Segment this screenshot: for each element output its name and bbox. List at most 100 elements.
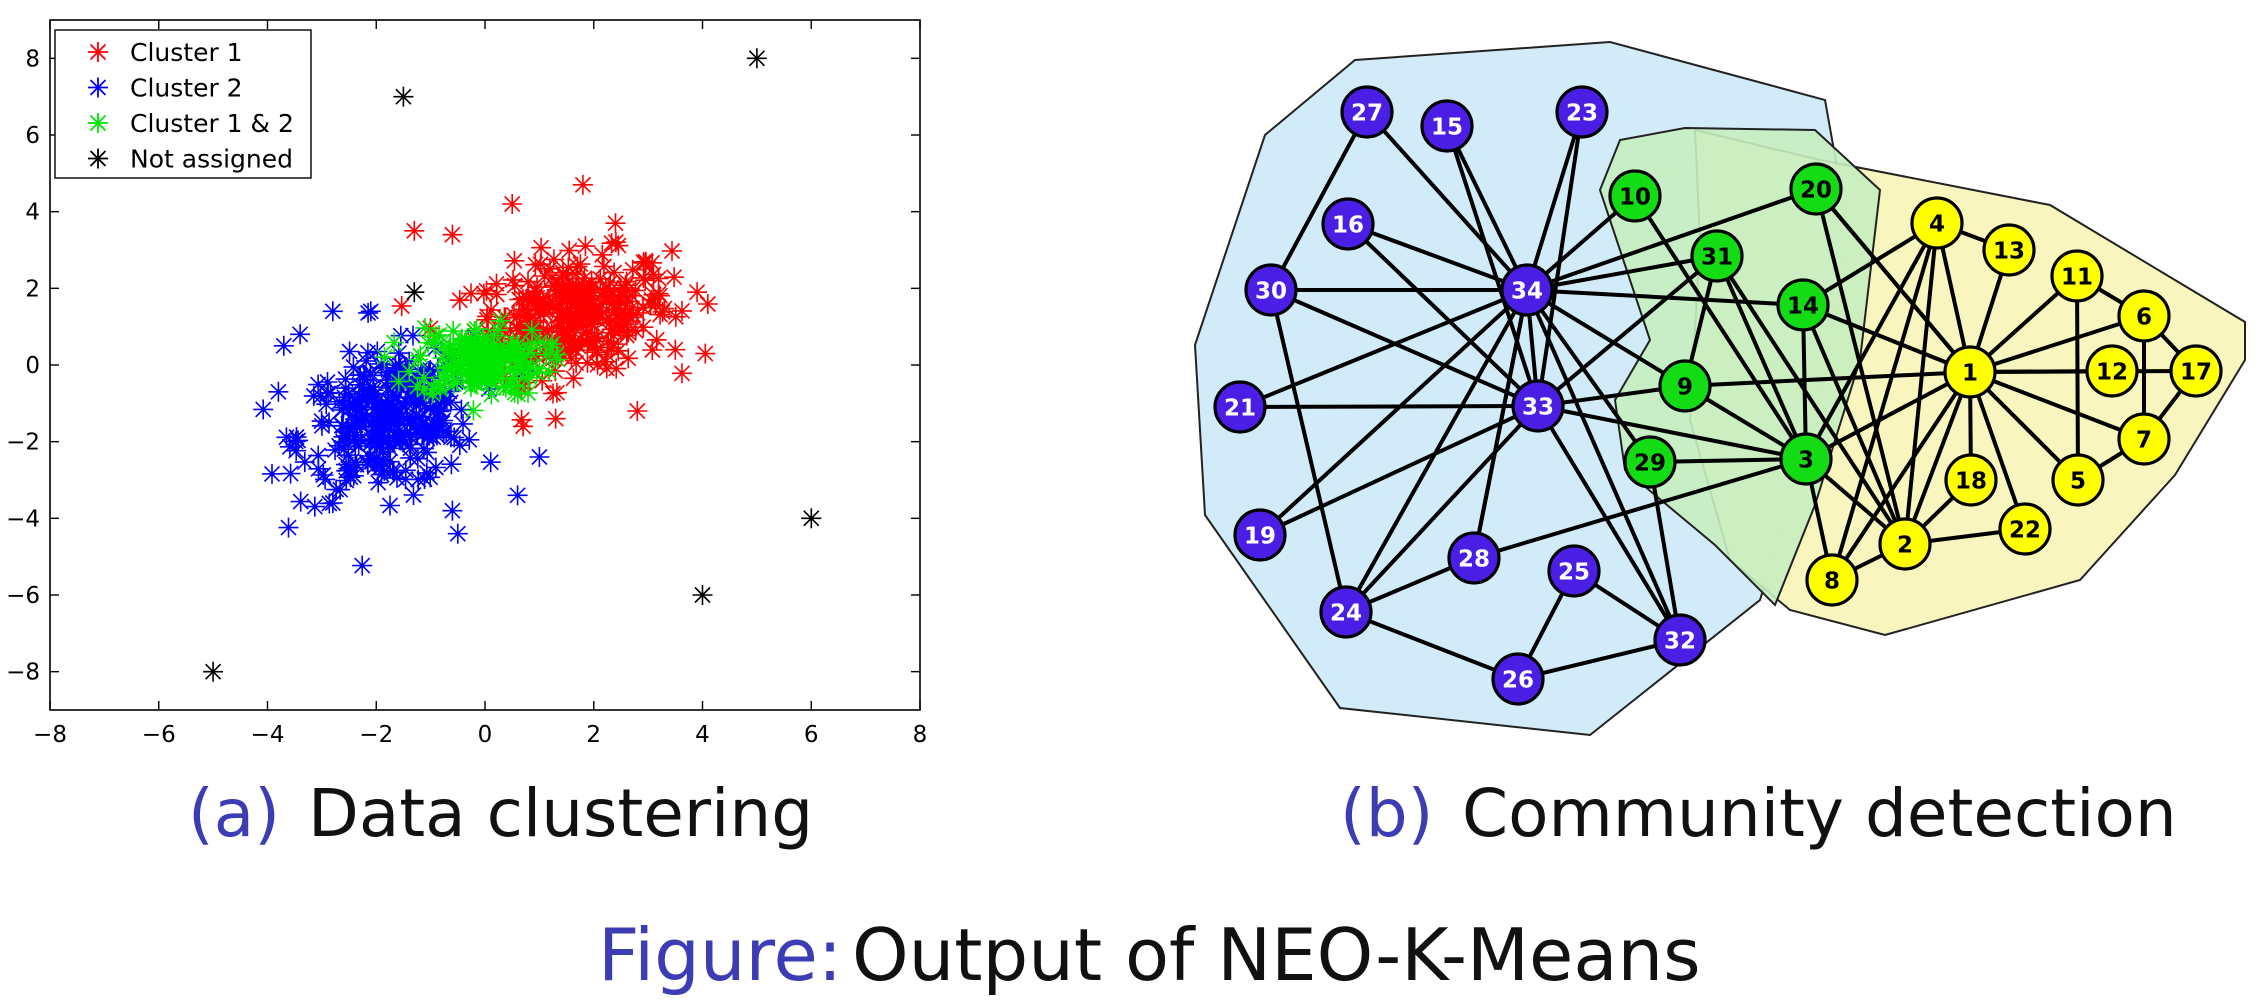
panel-a-caption: Data clustering xyxy=(308,775,813,852)
data-point xyxy=(321,300,344,323)
data-point xyxy=(452,413,474,435)
node-30: 30 xyxy=(1244,263,1298,317)
node-circle xyxy=(1340,85,1394,139)
data-point xyxy=(328,390,351,413)
node-label: 16 xyxy=(1332,213,1364,239)
edge-4-2 xyxy=(1903,222,1939,545)
node-31: 31 xyxy=(1690,229,1744,283)
data-point xyxy=(379,494,401,517)
node-10: 10 xyxy=(1608,169,1662,223)
node-label: 4 xyxy=(1929,212,1945,238)
data-point xyxy=(267,380,290,403)
data-point xyxy=(664,338,687,361)
data-point xyxy=(332,396,355,419)
data-point xyxy=(261,463,283,485)
edge-33-23 xyxy=(1536,111,1584,407)
node-circle xyxy=(1420,99,1474,153)
node-15: 15 xyxy=(1420,99,1474,153)
node-19: 19 xyxy=(1233,508,1287,562)
node-circle xyxy=(1555,85,1609,139)
legend-marker xyxy=(87,41,109,63)
edge-33-16 xyxy=(1346,222,1540,408)
data-point xyxy=(483,332,506,355)
edge-20-2 xyxy=(1814,188,1907,545)
data-point xyxy=(202,660,224,683)
data-point xyxy=(390,295,413,317)
node-24: 24 xyxy=(1319,585,1373,639)
edge-33-19 xyxy=(1259,404,1539,537)
node-circle xyxy=(1447,531,1501,585)
node-circle xyxy=(1789,162,1843,216)
node-circle xyxy=(2117,289,2171,343)
data-point xyxy=(386,414,408,437)
node-22: 22 xyxy=(1998,502,2052,556)
edge-27-30 xyxy=(1269,111,1369,291)
edge-1-14 xyxy=(1802,303,1971,374)
data-point xyxy=(367,471,390,494)
node-label: 30 xyxy=(1255,279,1287,305)
node-8: 8 xyxy=(1805,553,1859,607)
legend-marker xyxy=(87,147,109,170)
x-tick-label: 0 xyxy=(478,722,493,748)
data-point xyxy=(661,240,683,262)
data-point xyxy=(651,301,674,323)
node-3: 3 xyxy=(1779,432,1833,486)
node-label: 23 xyxy=(1566,101,1598,127)
data-point xyxy=(411,424,434,447)
data-point xyxy=(594,350,617,373)
edge-34-29 xyxy=(1525,288,1652,464)
node-circle xyxy=(2051,453,2105,507)
node-21: 21 xyxy=(1213,380,1267,434)
y-tick-label: −4 xyxy=(6,506,40,532)
panel-b-caption: Community detection xyxy=(1462,775,2177,852)
data-point xyxy=(370,393,393,416)
data-point xyxy=(691,584,714,606)
node-label: 11 xyxy=(2061,265,2093,291)
data-point xyxy=(746,47,768,70)
edge-1-8 xyxy=(1830,370,1972,582)
node-label: 31 xyxy=(1701,245,1733,271)
edge-31-2 xyxy=(1715,254,1907,546)
node-label: 20 xyxy=(1800,178,1832,204)
edge-34-32 xyxy=(1525,289,1682,641)
edge-1-7 xyxy=(1969,370,2145,441)
data-point xyxy=(524,294,547,317)
data-point xyxy=(607,234,630,257)
node-17: 17 xyxy=(2169,344,2223,398)
data-point xyxy=(529,253,552,276)
edge-33-24 xyxy=(1344,404,1540,614)
node-label: 3 xyxy=(1798,448,1814,474)
data-point xyxy=(641,339,664,361)
data-point xyxy=(647,267,670,290)
data-point xyxy=(392,85,415,108)
data-point xyxy=(402,484,425,506)
node-label: 26 xyxy=(1502,668,1534,694)
edge-1-20 xyxy=(1814,187,1972,374)
panel-b-label: (b) xyxy=(1340,775,1433,852)
data-point xyxy=(373,346,396,369)
data-point xyxy=(476,305,498,328)
data-point xyxy=(328,434,350,457)
node-circle xyxy=(1244,263,1298,317)
node-label: 9 xyxy=(1677,375,1693,401)
data-point xyxy=(368,396,391,419)
data-point xyxy=(501,193,524,215)
node-circle xyxy=(1623,435,1677,489)
data-point xyxy=(440,453,463,476)
node-33: 33 xyxy=(1511,379,1565,433)
data-point xyxy=(318,411,340,434)
node-label: 32 xyxy=(1664,629,1696,655)
edge-30-24 xyxy=(1269,289,1348,613)
node-label: 22 xyxy=(2009,518,2041,544)
data-point xyxy=(552,264,574,286)
node-circle xyxy=(1608,169,1662,223)
x-tick-label: 4 xyxy=(695,722,710,748)
node-circle xyxy=(2085,344,2139,398)
data-point xyxy=(424,415,446,437)
data-point xyxy=(479,451,502,474)
node-circle xyxy=(2050,249,2104,303)
data-point xyxy=(363,447,386,470)
legend: Cluster 1 Cluster 2 Cluster 1 & 2 Not assig… xyxy=(54,29,312,179)
data-point xyxy=(252,398,275,421)
data-point xyxy=(573,267,596,290)
